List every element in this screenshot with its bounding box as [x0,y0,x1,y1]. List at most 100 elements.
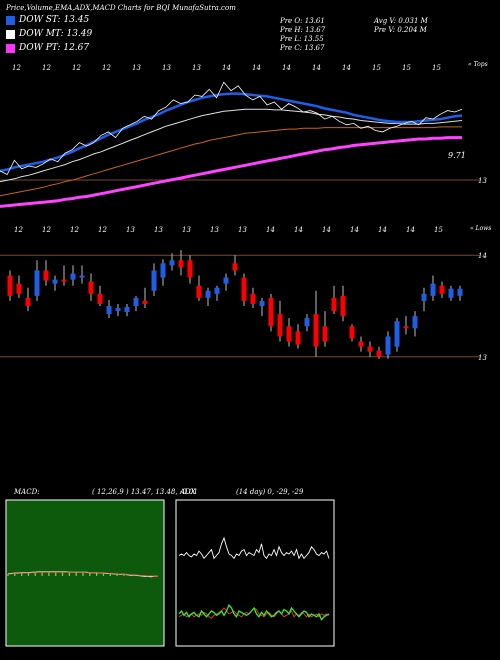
price-date-label: 15 [372,64,381,72]
candle-body [277,314,283,337]
candle-body [349,326,355,339]
stat-close: Pre C: 13.67 [280,44,325,52]
candle-body [142,300,148,304]
macd-label: MACD: [13,488,40,496]
candle-body [313,314,319,347]
candle-body [232,263,238,271]
price-date-label: 12 [102,64,111,72]
candle-date-label: 12 [14,226,23,234]
candle-axis-label-lower: 13 [478,354,487,362]
stat-prev-volume: Pre V: 0.204 M [374,26,427,34]
candle-body [331,297,337,312]
price-value-label: 9.71 [448,151,466,160]
candle-body [412,316,418,329]
candle-body [295,331,301,345]
candle-body [169,260,175,266]
candle-body [106,306,112,315]
candle-body [403,326,409,329]
stat-high: Pre H: 13.67 [280,26,326,34]
legend-label-st: DOW ST: 13.45 [19,15,90,25]
candle-body [340,295,346,317]
candle-date-label: 12 [42,226,51,234]
candle-body [97,293,103,304]
adx-plus-di-line [178,603,330,621]
price-tops-label: « Tops [468,61,488,68]
legend-swatch-st [6,15,15,25]
price-date-label: 15 [432,64,441,72]
candle-date-label: 14 [266,226,275,234]
stat-avg-volume: Avg V: 0.031 M [374,17,428,25]
legend-swatch-mt [6,29,15,39]
candle-axis-label-upper: 14 [478,252,487,260]
candle-body [151,270,157,291]
candle-body [358,341,364,347]
stat-low: Pre L: 13.55 [280,35,324,43]
candle-body [34,270,40,296]
candle-body [52,279,58,284]
candle-body [268,297,274,327]
candle-date-label: 12 [70,226,79,234]
ema-long-line [0,126,462,197]
price-date-label: 12 [12,64,21,72]
candle-body [25,297,31,306]
candle-body [457,288,463,296]
legend-swatch-pt [6,43,15,53]
adx-label: ADX [179,488,197,496]
candle-date-label: 14 [378,226,387,234]
stat-open: Pre O: 13.61 [280,17,325,25]
candle-body [430,283,436,296]
candle-date-label: 15 [434,226,443,234]
candle-body [385,336,391,355]
candle-body [394,321,400,347]
candle-date-label: 13 [238,226,247,234]
adx-params: (14 day) 0, -29, -29 [236,488,304,496]
price-date-label: 13 [162,64,171,72]
candle-date-label: 13 [154,226,163,234]
candle-body [43,270,49,281]
candle-body [205,290,211,298]
candle-body [223,277,229,284]
price-date-label: 14 [282,64,291,72]
candle-body [448,288,454,298]
price-date-label: 13 [132,64,141,72]
candle-date-label: 14 [322,226,331,234]
candle-body [133,297,139,306]
candle-body [367,346,373,352]
candle-body [421,293,427,301]
adx-line [178,536,330,560]
candle-date-label: 14 [350,226,359,234]
candle-body [187,260,193,278]
price-date-label: 15 [402,64,411,72]
ema-longest-line [0,136,462,208]
close-price-line [0,81,463,176]
candle-body [160,263,166,278]
candle-body [70,273,76,280]
candle-body [286,326,292,342]
macd-params: ( 12,26,9 ) 13.47, 13.48, -0.01 [92,488,198,496]
candle-date-label: 14 [294,226,303,234]
chart-title: Price,Volume,EMA,ADX,MACD Charts for BQI… [6,4,236,12]
candle-body [178,260,184,268]
candle-body [376,350,382,357]
legend-dow-st: DOW ST: 13.45 [6,15,89,25]
candle-body [79,275,85,278]
price-date-label: 12 [72,64,81,72]
candle-body [115,308,121,312]
candle-date-label: 12 [98,226,107,234]
price-date-label: 14 [222,64,231,72]
ema-short-line [0,92,463,173]
candle-date-label: 13 [182,226,191,234]
candle-body [214,287,220,294]
candle-body [124,307,130,313]
price-date-label: 14 [342,64,351,72]
candle-body [61,279,67,282]
price-axis-label: 13 [478,177,487,185]
ema-mid-line [0,108,463,183]
candle-body [7,275,13,296]
legend-label-mt: DOW MT: 13.49 [19,29,93,39]
price-date-label: 13 [192,64,201,72]
candle-lows-label: « Lows [470,225,491,232]
candle-body [259,300,265,306]
adx-panel [175,499,335,647]
